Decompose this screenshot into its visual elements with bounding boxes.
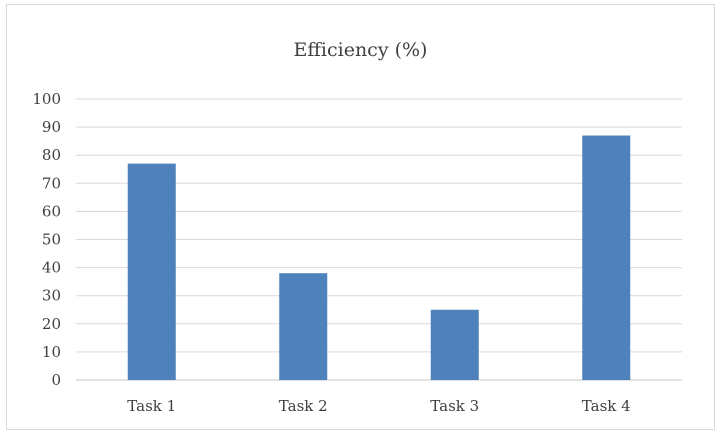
y-tick-label: 50 xyxy=(42,231,61,249)
gridlines xyxy=(76,98,682,381)
y-tick-label: 20 xyxy=(42,315,61,333)
bar-task-1 xyxy=(127,163,176,380)
axes: 0 10 20 30 40 50 60 70 80 90 100 Task 1 Task 2 Task 3… xyxy=(32,90,630,415)
x-tick-label: Task 2 xyxy=(279,397,328,415)
y-tick-label: 90 xyxy=(42,118,61,136)
bar-task-3 xyxy=(430,309,479,380)
y-tick-label: 30 xyxy=(42,287,61,305)
chart-title: Efficiency (%) xyxy=(293,39,428,61)
bar-task-2 xyxy=(279,273,328,380)
y-tick-label: 80 xyxy=(42,146,61,164)
bars xyxy=(127,135,631,380)
y-tick-label: 10 xyxy=(42,343,61,361)
x-tick-label: Task 4 xyxy=(582,397,631,415)
y-tick-label: 40 xyxy=(42,259,61,277)
x-tick-label: Task 1 xyxy=(127,397,176,415)
y-tick-label: 0 xyxy=(51,371,61,389)
y-tick-label: 100 xyxy=(32,90,61,108)
bar-task-4 xyxy=(582,135,631,380)
y-tick-label: 70 xyxy=(42,174,61,192)
x-tick-label: Task 3 xyxy=(430,397,479,415)
y-tick-label: 60 xyxy=(42,202,61,220)
